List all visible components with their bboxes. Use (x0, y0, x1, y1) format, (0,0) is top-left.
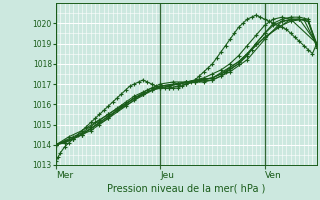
X-axis label: Pression niveau de la mer( hPa ): Pression niveau de la mer( hPa ) (107, 184, 266, 194)
